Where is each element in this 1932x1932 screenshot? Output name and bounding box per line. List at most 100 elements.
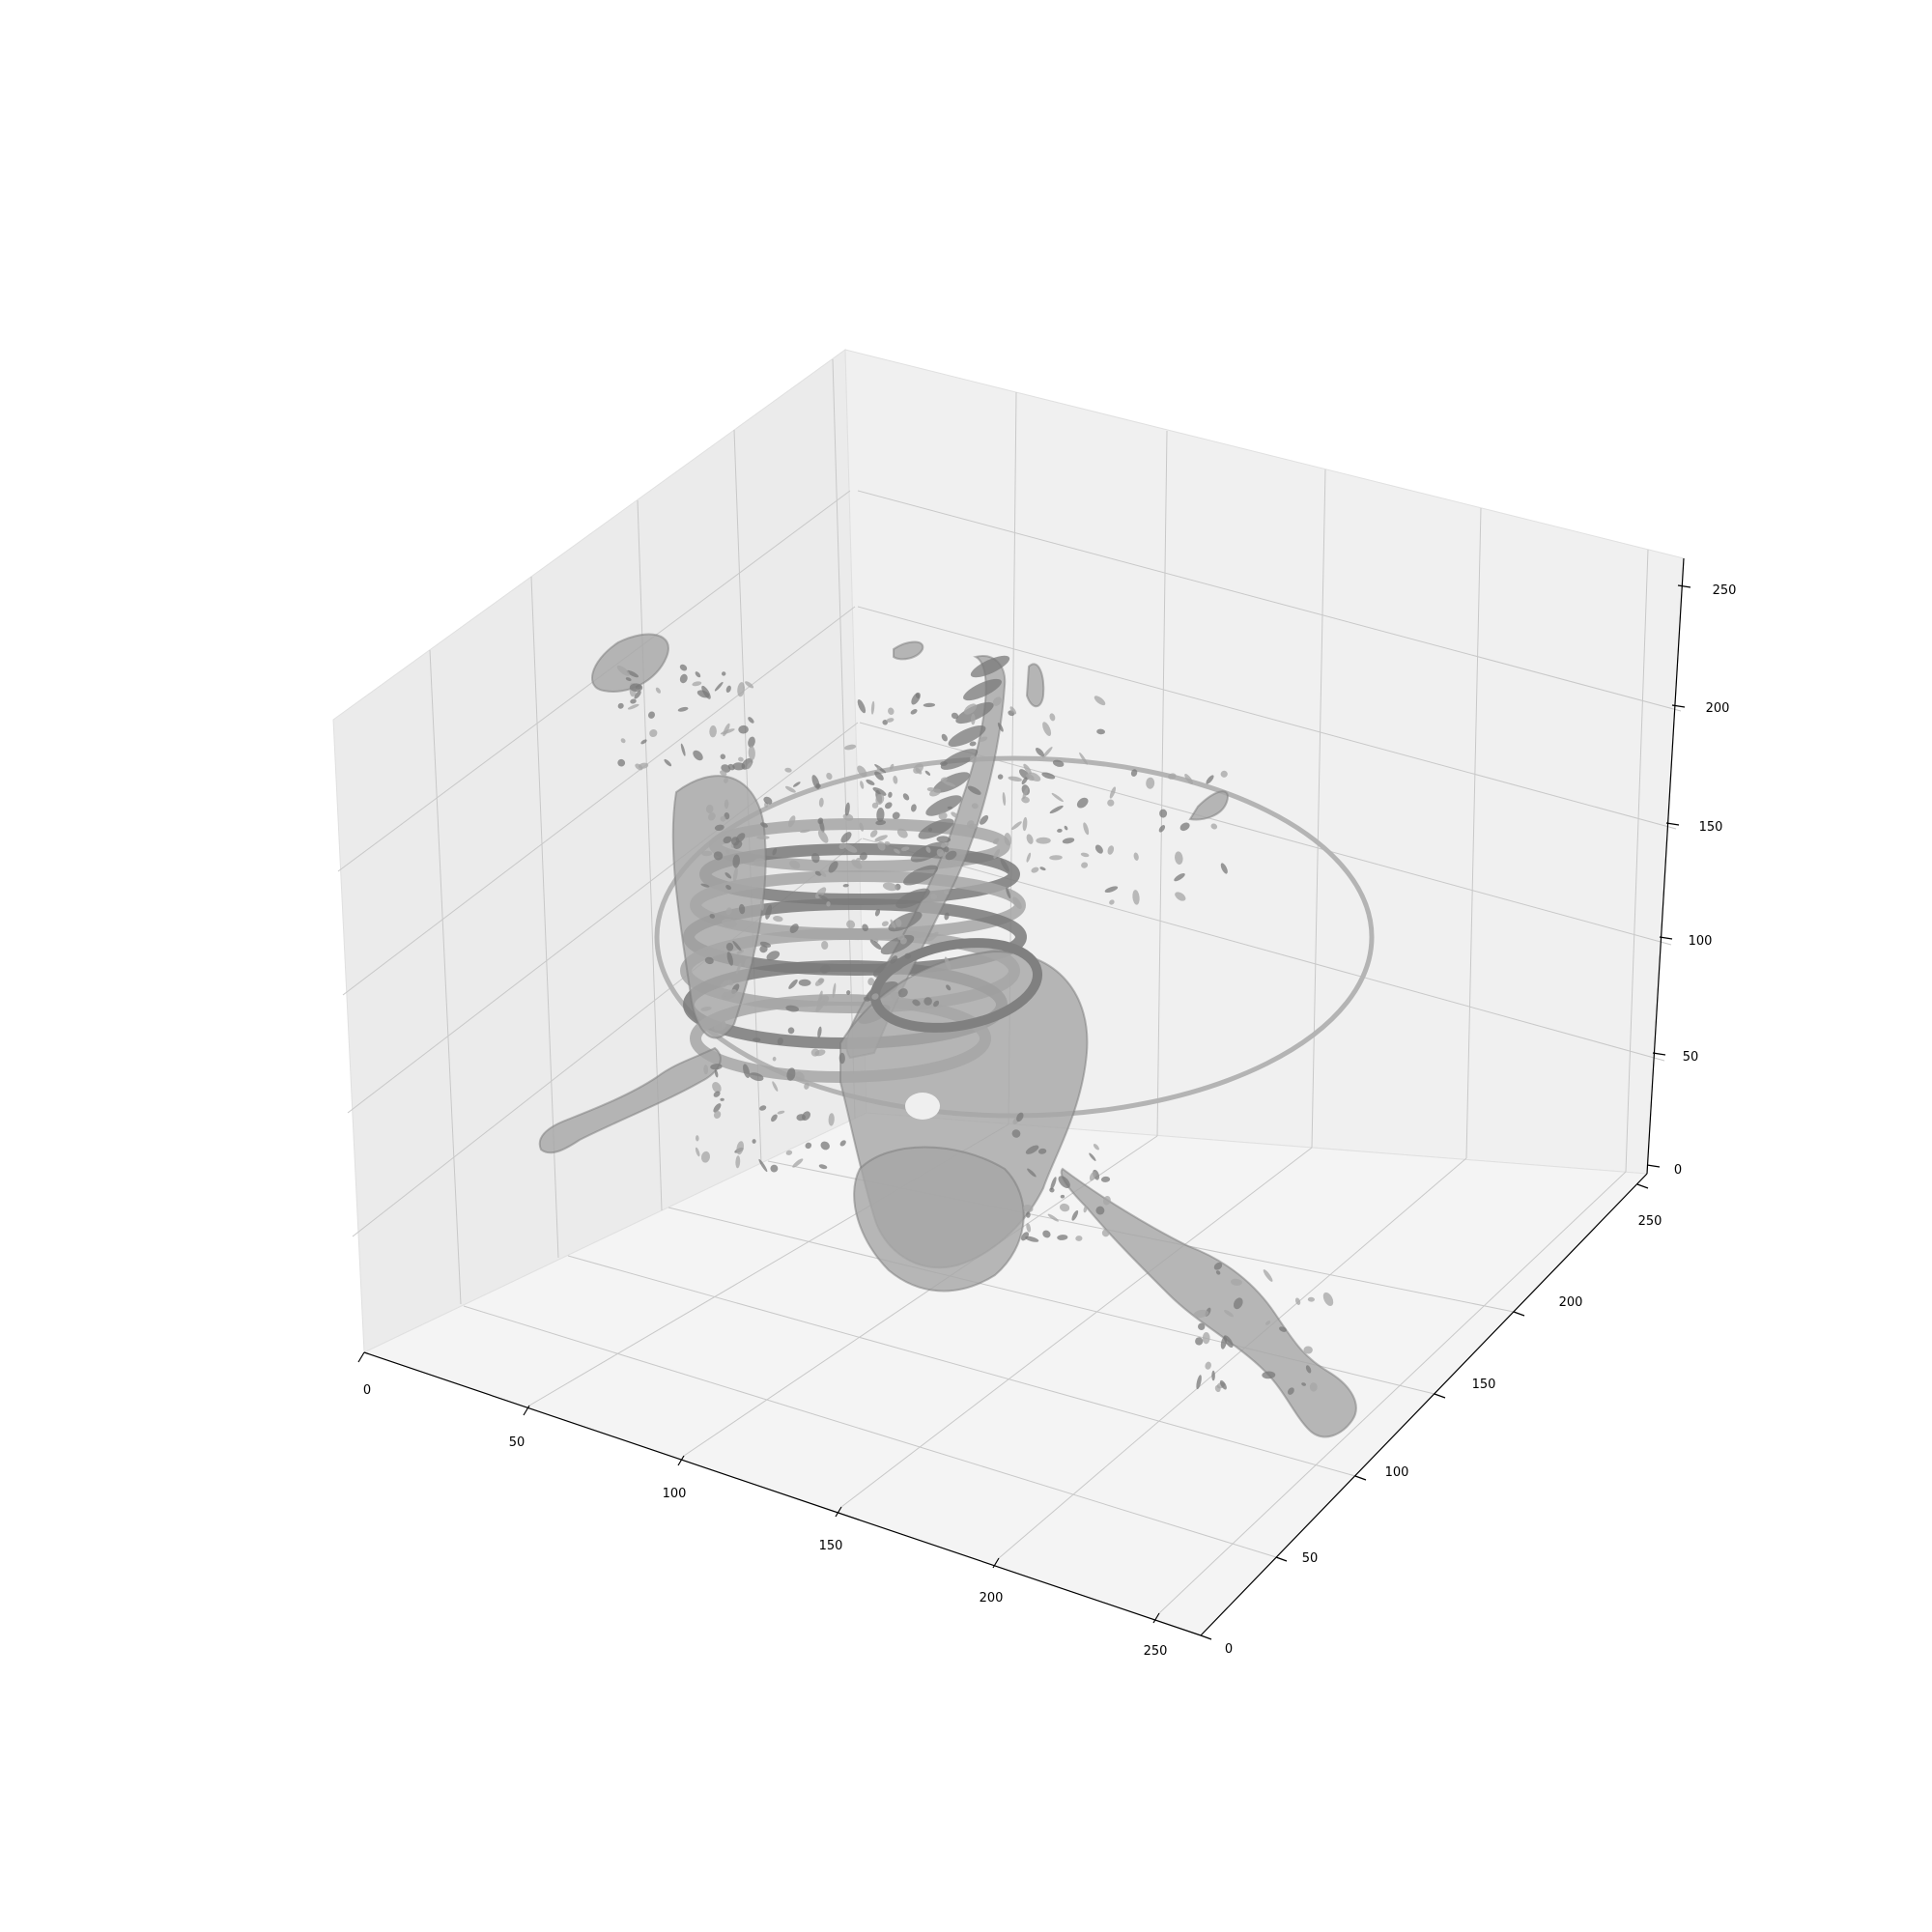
surface-fragment [993,848,1001,859]
surface-fragment [944,912,950,921]
surface-fragment [951,712,959,720]
surface-fragment [744,957,752,969]
surface-fragment [720,815,726,822]
surface-fragment [732,940,742,952]
surface-fragment [1059,1203,1070,1212]
surface-fragment [1305,1365,1312,1374]
surface-fragment [724,799,729,810]
surface-fragment [1100,1176,1111,1182]
right-leg-surface [1060,1167,1357,1438]
surface-fragment [1000,858,1009,872]
surface-fragment [1263,1269,1273,1282]
surface-fragment [844,802,850,816]
surface-fragment [701,685,711,699]
surface-fragment [997,774,1004,780]
surface-fragment [1036,837,1051,844]
surface-fragment [1230,1278,1242,1286]
vertebra-surface [925,795,962,816]
surface-fragment [1220,770,1228,778]
surface-fragment [735,833,746,843]
surface-fragment [978,736,988,743]
surface-fragment [819,964,831,974]
surface-fragment [727,980,734,986]
surface-fragment [725,885,732,891]
vertebra-surface [888,911,923,932]
y-tick-label: 150 [1472,1378,1496,1392]
surface-fragment [1079,752,1089,765]
surface-fragment [760,822,768,828]
surface-fragment [930,894,938,900]
vertebra-surface [970,655,1010,678]
surface-fragment [1167,773,1177,780]
surface-fragment [1211,1370,1215,1381]
surface-fragment [884,802,893,810]
surface-fragment [1287,1387,1294,1395]
surface-fragment [704,956,714,965]
surface-fragment [1036,748,1044,757]
surface-fragment [851,859,863,869]
surface-fragment [846,920,856,929]
surface-fragment [857,699,867,714]
surface-fragment [727,763,735,771]
surface-fragment [963,703,977,715]
surface-fragment [856,857,862,862]
surface-fragment [756,836,770,839]
surface-fragment [944,846,950,853]
surface-fragment [1075,1236,1083,1241]
surface-fragment [720,753,726,760]
surface-fragment [805,1142,812,1150]
surface-fragment [634,690,641,699]
surface-fragment [1023,1205,1034,1212]
isosurface [538,633,1375,1438]
surface-fragment [1093,1144,1099,1151]
surface-fragment [720,1097,724,1101]
surface-fragment [1057,828,1063,833]
surface-fragment [714,824,724,831]
surface-fragment [692,681,702,687]
surface-fragment [753,1037,761,1042]
vertebra-surface [940,749,979,770]
surface-fragment [738,903,746,915]
surface-fragment [817,817,824,825]
surface-fragment [947,806,953,810]
surface-fragment [1193,1309,1209,1319]
surface-fragment [863,996,870,1002]
surface-fragment [897,988,908,998]
y-tick-labels: 0 50 100 150 200 250 [1225,1214,1662,1657]
surface-fragment [1042,1230,1051,1238]
vertebra-surface [963,678,1002,701]
surface-fragment [923,997,932,1006]
surface-fragment [700,1151,711,1163]
z-tick-labels: 0 50 100 150 200 250 [1674,583,1737,1178]
surface-fragment [635,685,641,690]
surface-fragment [1262,1371,1276,1379]
surface-fragment [1103,1196,1111,1206]
z-tick-label: 250 [1713,583,1737,598]
surface-fragment [971,803,979,810]
surface-fragment [936,848,945,857]
surface-fragment [896,828,908,838]
vertebra-surface [955,701,994,724]
surface-fragment [1195,1337,1204,1346]
surface-fragment [969,741,977,747]
surface-fragment [709,725,717,738]
surface-fragment [1158,825,1166,833]
surface-fragment [800,829,810,834]
surface-fragment [881,921,889,926]
surface-fragment [1062,838,1075,844]
surface-fragment [874,908,881,917]
surface-fragment [701,850,713,857]
surface-fragment [710,1064,723,1070]
x-tick-label: 0 [363,1383,371,1398]
surface-fragment [1026,834,1034,844]
surface-fragment [1031,867,1039,873]
surface-fragment [941,733,948,742]
surface-fragment [1064,825,1068,831]
surface-fragment [786,1067,796,1081]
surface-fragment [872,786,887,796]
surface-fragment [1051,792,1064,803]
surface-fragment [1220,863,1228,874]
vertebra-surface [948,725,986,747]
surface-fragment [677,706,689,712]
surface-fragment [876,766,881,771]
